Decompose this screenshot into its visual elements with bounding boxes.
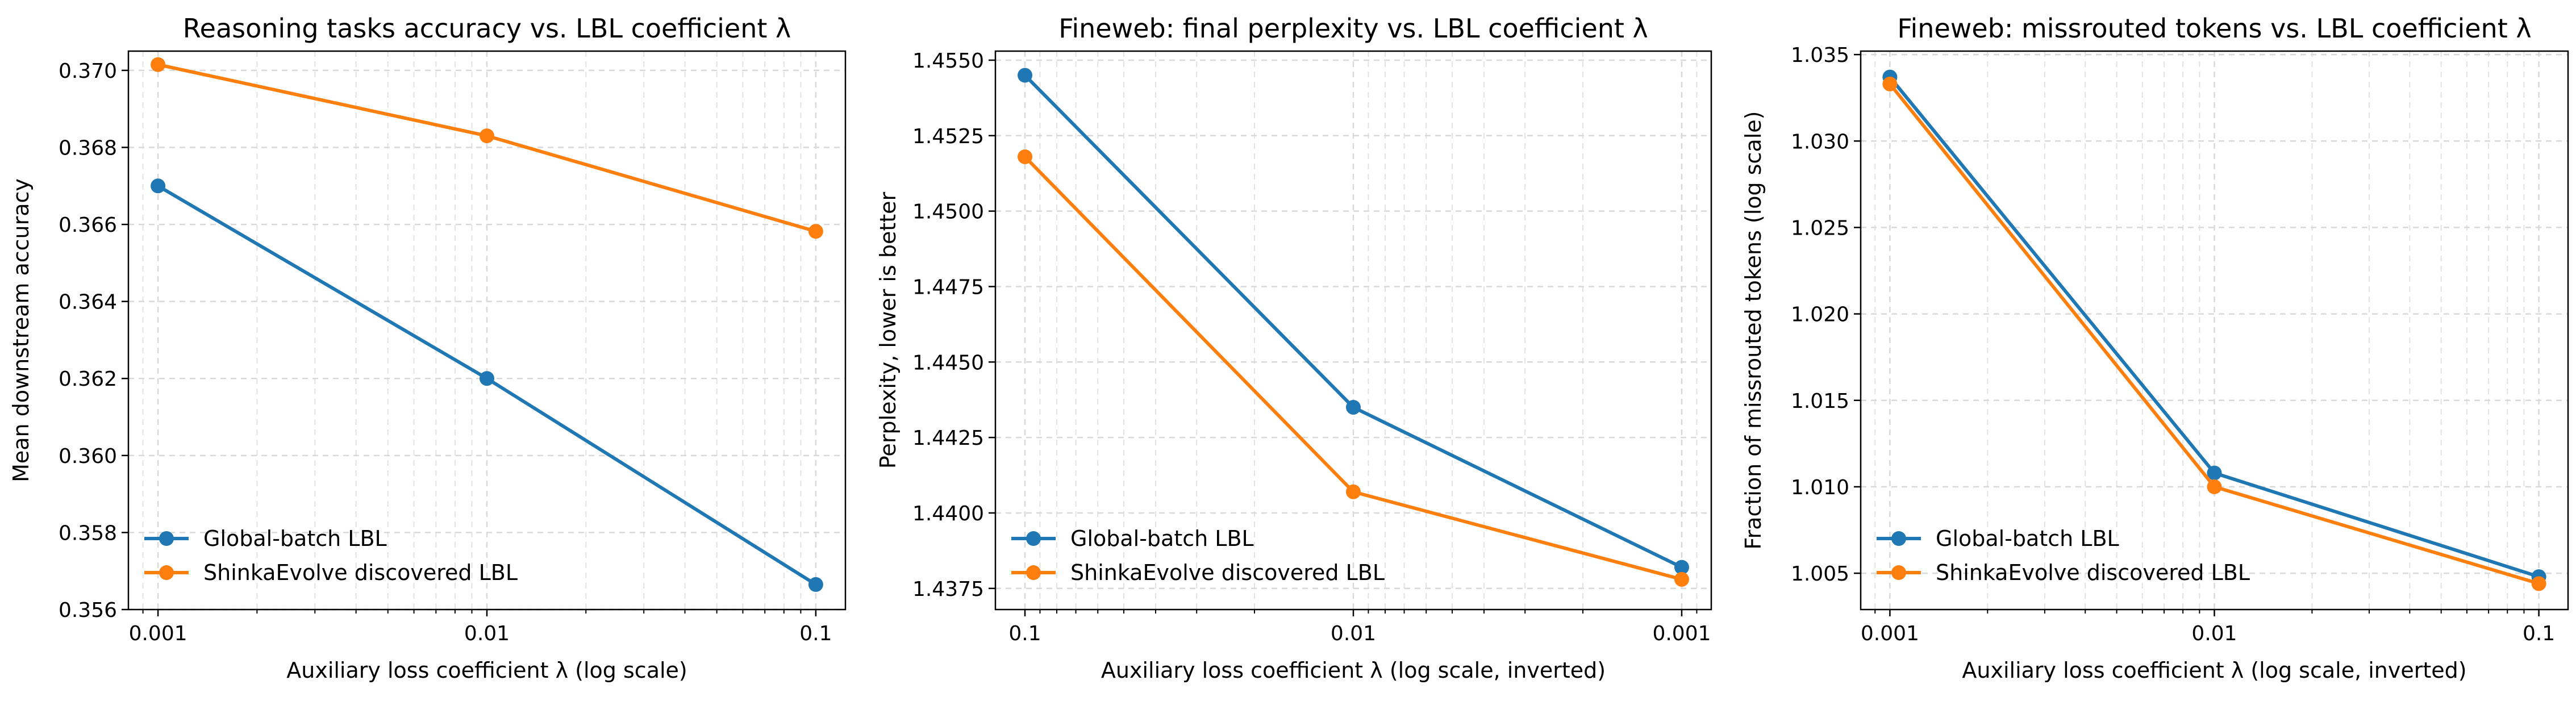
y-tick-label: 1.025 [1791,216,1849,240]
legend: Global-batch LBL ShinkaEvolve discovered … [1877,526,2250,585]
y-tick-label: 0.356 [59,599,117,622]
y-axis-label: Perplexity, lower is better [876,192,901,469]
x-axis-label: Auxiliary loss coefficient λ (log scale) [286,658,687,683]
y-tick-label: 0.362 [59,368,117,391]
legend-label: Global-batch LBL [203,526,387,551]
y-tick-label: 0.368 [59,136,117,160]
data-point [2207,465,2222,481]
y-axis-label: Fraction of missrouted tokens (log scale… [1741,111,1766,550]
y-tick-label: 1.4475 [912,276,984,299]
legend-label: Global-batch LBL [1936,526,2119,551]
legend-label: ShinkaEvolve discovered LBL [1070,560,1385,585]
y-tick-label: 1.010 [1791,476,1849,499]
legend-marker [1891,565,1906,580]
y-tick-label: 1.4375 [912,578,984,601]
data-point [1346,484,1361,499]
y-tick-label: 1.035 [1791,44,1849,67]
x-tick-label: 0.01 [2191,622,2237,645]
x-tick-label: 0.001 [1861,622,1919,645]
data-point [2531,576,2546,591]
x-tick-label: 0.1 [799,622,832,645]
data-point [2207,479,2222,494]
data-point [1018,68,1033,83]
chart-panel-1: 0.001 0.01 0.1 0.356 0.358 0.360 0.362 0.364 0.3… [9,13,847,683]
data-point [808,224,823,239]
y-tick-label: 1.015 [1791,390,1849,413]
y-tick-label: 0.358 [59,521,117,545]
axes-frame [1860,50,2569,611]
legend-marker [1891,531,1906,546]
x-tick-label: 0.1 [1008,622,1041,645]
data-point [480,371,494,386]
data-point [480,128,494,144]
legend-label: ShinkaEvolve discovered LBL [1936,560,2250,585]
x-axis-label: Auxiliary loss coefficient λ (log scale,… [1962,658,2466,683]
y-tick-label: 1.4550 [912,49,984,73]
chart-title: Reasoning tasks accuracy vs. LBL coeffic… [183,13,791,44]
axes-frame [127,50,847,611]
data-point [808,577,823,592]
y-axis-label: Mean downstream accuracy [9,178,34,482]
x-tick-label: 0.001 [129,622,187,645]
data-point [1674,571,1689,587]
y-tick-label: 0.360 [59,445,117,468]
y-tick-label: 1.4425 [912,427,984,450]
y-tick-label: 1.4400 [912,502,984,525]
x-tick-label: 0.001 [1652,622,1711,645]
x-tick-label: 0.01 [464,622,510,645]
legend-marker [159,531,174,546]
y-tick-label: 1.4450 [912,351,984,374]
x-tick-label: 0.01 [1331,622,1376,645]
legend-label: Global-batch LBL [1070,526,1254,551]
y-tick-label: 1.005 [1791,562,1849,586]
chart-title: Fineweb: missrouted tokens vs. LBL coeff… [1897,13,2531,44]
y-tick-label: 1.020 [1791,303,1849,327]
legend-marker [159,565,174,580]
chart-panel-2: 0.1 0.01 0.001 1.4375 1.4400 1.4425 1.4450 1.44… [876,13,1712,683]
data-point [1346,399,1361,415]
y-tick-label: 1.4500 [912,201,984,224]
y-tick-label: 1.4525 [912,125,984,148]
y-tick-label: 0.370 [59,60,117,83]
data-point [151,57,166,72]
axes-frame [994,50,1712,611]
data-point [151,178,166,194]
legend: Global-batch LBL ShinkaEvolve discovered … [1011,526,1385,585]
y-tick-label: 0.364 [59,291,117,314]
legend-marker [1026,531,1041,546]
x-tick-label: 0.1 [2523,622,2555,645]
y-tick-label: 1.030 [1791,130,1849,153]
chart-title: Fineweb: final perplexity vs. LBL coeffi… [1058,13,1648,44]
x-axis-label: Auxiliary loss coefficient λ (log scale,… [1101,658,1606,683]
data-point [1674,560,1689,575]
legend-marker [1026,565,1041,580]
chart-panel-3: 0.001 0.01 0.1 1.005 1.010 1.015 1.020 1.025 1.0… [1741,13,2569,683]
data-point [1018,149,1033,164]
legend: Global-batch LBL ShinkaEvolve discovered … [144,526,518,585]
data-point [1882,76,1898,91]
y-tick-label: 0.366 [59,214,117,237]
legend-label: ShinkaEvolve discovered LBL [203,560,518,585]
